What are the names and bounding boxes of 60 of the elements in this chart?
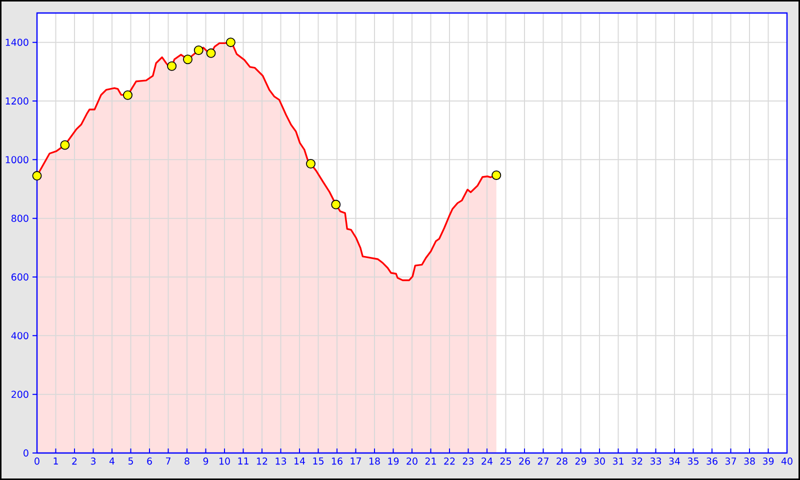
x-tick-label: 14	[294, 458, 306, 464]
x-tick-label: 15	[313, 458, 324, 465]
x-tick-label: 3	[90, 458, 96, 465]
x-tick-label: 5	[128, 458, 133, 465]
x-tick-label: 40	[781, 458, 792, 465]
x-tick-label: 24	[482, 458, 493, 465]
y-tick-label: 400	[11, 332, 28, 340]
y-tick-label: 1200	[6, 97, 28, 105]
x-tick-label: 11	[238, 458, 248, 464]
x-tick-label: 20	[406, 458, 418, 465]
point	[123, 90, 132, 100]
point	[306, 159, 316, 169]
x-tick-label: 39	[762, 458, 774, 465]
x-tick-label: 12	[257, 458, 268, 465]
x-tick-label: 28	[556, 458, 568, 465]
x-tick-label: 32	[632, 458, 642, 465]
point	[206, 48, 216, 58]
x-tick-label: 1	[54, 458, 58, 464]
x-tick-label: 22	[444, 458, 455, 465]
point	[32, 171, 42, 181]
x-tick-label: 30	[594, 458, 605, 465]
point	[331, 200, 341, 210]
x-tick-label: 21	[425, 458, 436, 465]
x-tick-label: 31	[612, 458, 624, 465]
x-tick-label: 18	[370, 458, 380, 465]
point	[492, 170, 502, 180]
y-tick-label: 600	[12, 273, 28, 281]
x-tick-label: 27	[538, 458, 548, 465]
x-tick-label: 38	[744, 458, 755, 465]
x-tick-label: 4	[109, 458, 114, 464]
x-tick-label: 35	[688, 458, 698, 465]
x-tick-label: 19	[388, 458, 399, 465]
point	[60, 140, 70, 150]
x-tick-label: 25	[500, 458, 511, 465]
point	[226, 38, 236, 48]
y-tick-label: 200	[12, 390, 28, 398]
x-tick-label: 9	[203, 458, 208, 465]
x-tick-label: 26	[519, 458, 530, 465]
x-tick-label: 16	[332, 458, 342, 465]
y-tick-label: 800	[11, 214, 28, 222]
x-tick-label: 34	[669, 458, 680, 465]
x-tick-label: 8	[184, 458, 190, 465]
x-tick-label: 13	[276, 458, 286, 465]
x-tick-label: 23	[462, 458, 474, 465]
point	[194, 46, 204, 55]
x-tick-label: 2	[72, 458, 77, 465]
y-tick-label: 1000	[6, 156, 28, 164]
y-tick-label: 1400	[6, 38, 28, 46]
x-tick-label: 10	[220, 458, 230, 465]
x-tick-label: 17	[350, 458, 361, 464]
x-tick-label: 33	[650, 458, 662, 465]
point	[167, 61, 177, 71]
x-tick-label: 29	[575, 458, 586, 465]
point	[183, 54, 192, 64]
x-tick-label: 7	[166, 458, 170, 464]
x-tick-label: 0	[34, 458, 40, 465]
x-tick-label: 6	[147, 458, 152, 465]
y-tick-label: 0	[24, 449, 28, 457]
x-tick-label: 36	[706, 458, 718, 465]
x-tick-label: 37	[725, 458, 736, 465]
